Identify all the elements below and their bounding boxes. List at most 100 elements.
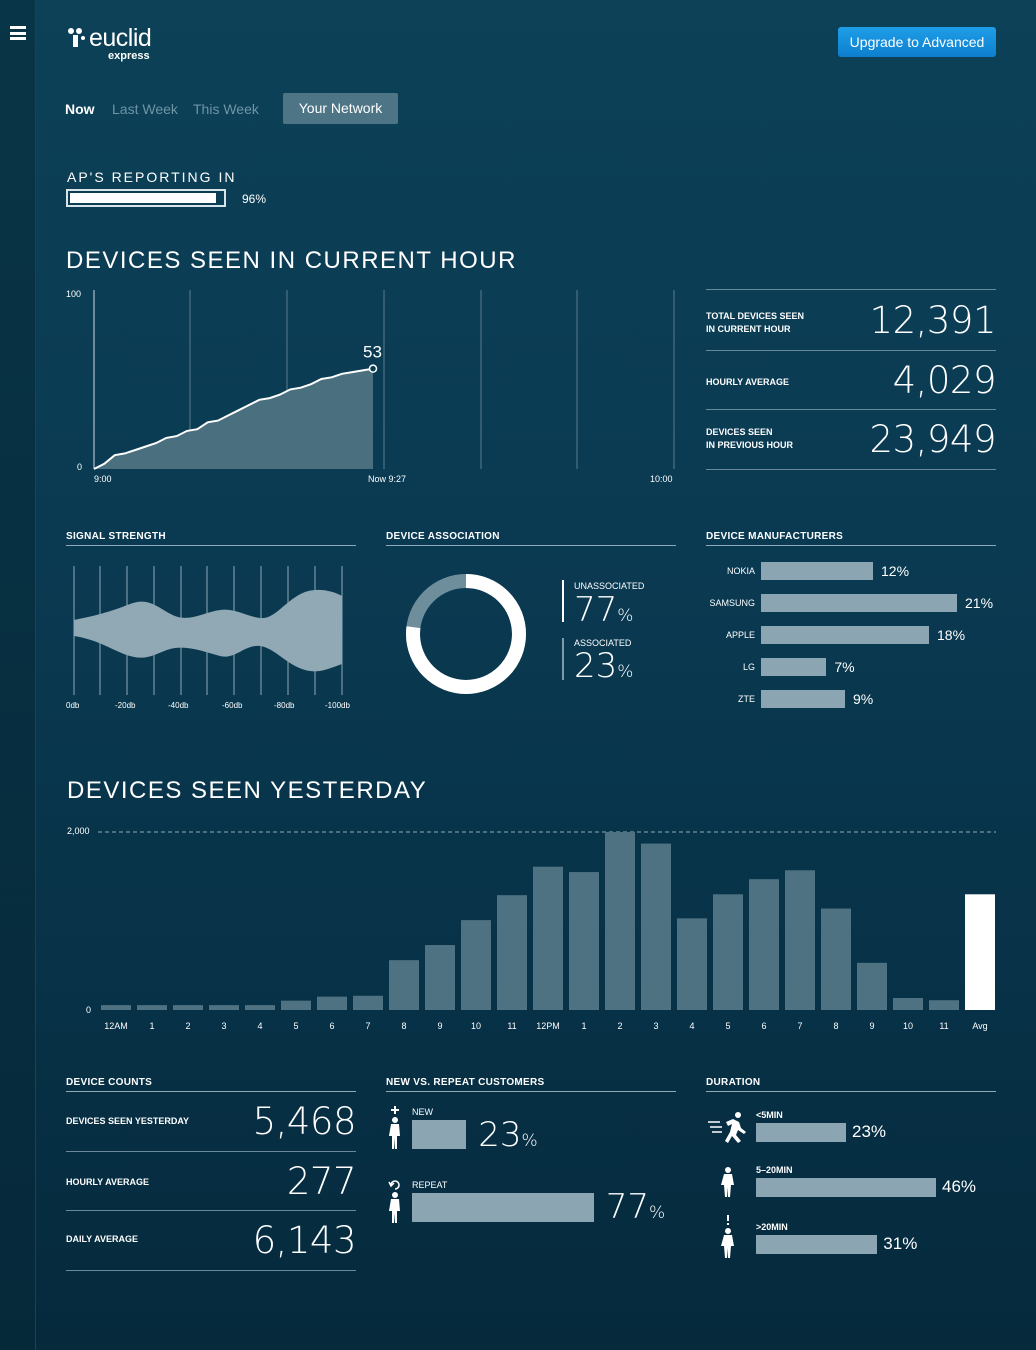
unassociated-number: 77 (574, 590, 618, 630)
stat-prev-value: 23,949 (869, 418, 997, 461)
hour-tick-label: 9 (869, 1021, 874, 1031)
associated-label: ASSOCIATED (574, 638, 632, 648)
duration-percent: 23% (852, 1122, 887, 1141)
duration-label: <5MIN (756, 1110, 783, 1120)
hour-tick-label: 8 (833, 1021, 838, 1031)
hour-tick-label: 8 (401, 1021, 406, 1031)
hour-tick-label: 12PM (536, 1021, 560, 1031)
yesterday-y-max: 2,000 (67, 826, 90, 836)
hour-bar (785, 870, 815, 1010)
euclid-logo-icon (68, 28, 85, 47)
hour-bar (569, 872, 599, 1010)
hour-tick-label: 2 (617, 1021, 622, 1031)
hour-bar (749, 879, 779, 1010)
current-hour-chart: 53 100 0 9:00 Now 9:27 10:00 (66, 289, 675, 484)
hour-bar (713, 894, 743, 1010)
walking-person-icon (721, 1167, 734, 1197)
hour-bar (605, 832, 635, 1010)
duration-bar (756, 1178, 936, 1197)
stat-total-label-2: IN CURRENT HOUR (706, 324, 791, 334)
hour-bar (497, 895, 527, 1010)
duration-list: <5MIN 23% 5–20MIN 46% >20MIN 31% (756, 1106, 1036, 1266)
hour-tick-label: 4 (689, 1021, 694, 1031)
hour-tick-label: 9 (437, 1021, 442, 1031)
hour-bar (209, 1005, 239, 1010)
duration-label: 5–20MIN (756, 1165, 793, 1175)
logo: euclid express (66, 24, 166, 64)
repeat-value: 77% (606, 1187, 665, 1227)
signal-label-80: -80db (274, 701, 295, 710)
standing-person-icon (721, 1215, 734, 1258)
hour-bar (461, 920, 491, 1010)
current-hour-title: DEVICES SEEN IN CURRENT HOUR (66, 247, 517, 274)
signal-label-40: -40db (168, 701, 189, 710)
stat-total-devices: TOTAL DEVICES SEEN IN CURRENT HOUR 12,39… (706, 290, 997, 351)
tab-now[interactable]: Now (65, 101, 95, 117)
brand-name: euclid (89, 24, 152, 52)
yesterday-y-zero: 0 (86, 1005, 91, 1015)
x-label-start: 9:00 (94, 474, 112, 484)
count-hourly-value: 277 (286, 1160, 357, 1203)
hour-tick-label: 7 (797, 1021, 802, 1031)
count-daily-label: DAILY AVERAGE (66, 1234, 139, 1244)
hour-bar (389, 960, 419, 1010)
count-daily: DAILY AVERAGE 6,143 (66, 1211, 357, 1271)
count-hourly: HOURLY AVERAGE 277 (66, 1152, 357, 1211)
hour-tick-label: 12AM (104, 1021, 128, 1031)
manufacturer-bar (761, 690, 845, 708)
sidebar (0, 0, 36, 1350)
hour-bar (641, 843, 671, 1010)
hour-bar (101, 1005, 131, 1010)
x-label-now: Now 9:27 (368, 474, 406, 484)
hour-bar (425, 945, 455, 1010)
tab-last-week[interactable]: Last Week (112, 101, 178, 117)
duration-title: DURATION (706, 1077, 996, 1092)
hour-bar (929, 1000, 959, 1010)
hour-tick-label: 10 (471, 1021, 481, 1031)
manufacturer-percent: 7% (834, 659, 855, 675)
signal-label-20: -20db (115, 701, 136, 710)
hour-bar (857, 962, 887, 1010)
ap-reporting-fill (70, 193, 216, 203)
manufacturer-bar (761, 594, 957, 612)
hour-bar (821, 908, 851, 1010)
count-yesterday-value: 5,468 (252, 1100, 357, 1143)
associated-value: 23% (574, 646, 633, 686)
hour-tick-label: 3 (653, 1021, 658, 1031)
hour-bar (137, 1005, 167, 1010)
new-unit: % (521, 1131, 538, 1151)
stat-total-label-1: TOTAL DEVICES SEEN (706, 311, 805, 321)
average-bar (965, 894, 995, 1010)
hour-bar (173, 1005, 203, 1010)
unassociated-label: UNASSOCIATED (574, 581, 645, 591)
hour-bar (677, 918, 707, 1010)
manufacturer-name: APPLE (725, 630, 755, 640)
stat-prev-label-2: IN PREVIOUS HOUR (706, 440, 794, 450)
menu-icon[interactable] (10, 26, 26, 40)
count-daily-value: 6,143 (252, 1219, 357, 1262)
stat-hourly-label: HOURLY AVERAGE (706, 377, 790, 387)
yesterday-chart: 2,000 0 12AM 1 2 3 4 5 6 7 8 9 10 11 12PM 1 2 3 4 5 6 7 8 9 10… (67, 826, 996, 1031)
ap-reporting-title: AP'S REPORTING IN (67, 169, 237, 185)
upgrade-button[interactable]: Upgrade to Advanced (838, 27, 996, 57)
your-network-button[interactable]: Your Network (283, 93, 398, 124)
repeat-number: 77 (605, 1187, 649, 1227)
repeat-unit: % (648, 1203, 666, 1223)
manufacturers-list: NOKIA 12% SAMSUNG 21% APPLE 18% LG 7% ZTE 9% (695, 561, 1035, 721)
manufacturer-name: SAMSUNG (709, 598, 755, 608)
new-value: 23% (478, 1115, 537, 1155)
tab-this-week[interactable]: This Week (193, 101, 259, 117)
repeat-bar (412, 1193, 594, 1222)
hour-tick-label: 4 (257, 1021, 262, 1031)
hour-tick-label: 6 (329, 1021, 334, 1031)
signal-strength-shape (74, 589, 342, 672)
device-counts-stats: DEVICES SEEN YESTERDAY 5,468 HOURLY AVER… (66, 1091, 357, 1271)
signal-label-100: -100db (325, 701, 350, 710)
count-yesterday-label: DEVICES SEEN YESTERDAY (66, 1116, 190, 1126)
yesterday-title: DEVICES SEEN YESTERDAY (67, 777, 428, 804)
duration-label: >20MIN (756, 1222, 788, 1232)
manufacturer-percent: 18% (937, 627, 966, 643)
new-customer-icon (389, 1106, 400, 1149)
y-tick-0: 0 (77, 462, 82, 472)
manufacturer-name: ZTE (738, 694, 755, 704)
